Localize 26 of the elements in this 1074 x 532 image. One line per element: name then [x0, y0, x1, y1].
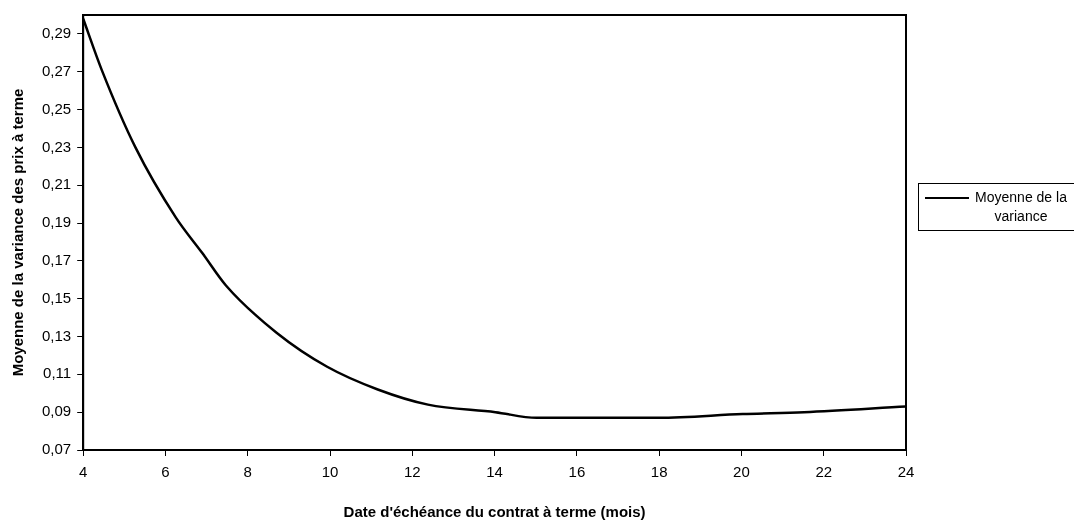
y-tick-label: 0,19	[41, 213, 72, 231]
y-tick-label: 0,09	[41, 402, 72, 420]
x-tick-label: 22	[815, 463, 833, 481]
y-tick-label: 0,23	[41, 137, 72, 155]
x-tick-label: 16	[568, 463, 586, 481]
x-tick-label: 12	[403, 463, 421, 481]
x-tick-label: 6	[161, 463, 170, 481]
y-tick-label: 0,17	[41, 251, 72, 269]
x-tick-label: 20	[733, 463, 750, 481]
y-tick-label: 0,25	[41, 99, 72, 117]
y-tick-label: 0,11	[43, 364, 72, 382]
y-tick-label: 0,29	[41, 24, 72, 42]
x-tick-label: 4	[79, 463, 88, 481]
y-tick-label: 0,27	[41, 61, 72, 79]
y-tick-label: 0,15	[41, 288, 72, 306]
x-tick-label: 18	[650, 463, 668, 481]
y-axis-title: Moyenne de la variance des prix à terme	[9, 88, 27, 377]
x-tick-label: 24	[897, 463, 915, 481]
x-tick-label: 10	[321, 463, 339, 481]
y-tick-label: 0,21	[41, 175, 72, 193]
legend-label: Moyenne de la variance	[974, 187, 1068, 226]
x-tick-label: 14	[486, 463, 503, 481]
x-tick-label: 8	[243, 463, 252, 481]
y-tick-label: 0,13	[41, 326, 72, 344]
y-tick-label: 0,07	[41, 440, 72, 458]
x-axis-title: Date d'échéance du contrat à terme (mois)	[343, 503, 646, 521]
